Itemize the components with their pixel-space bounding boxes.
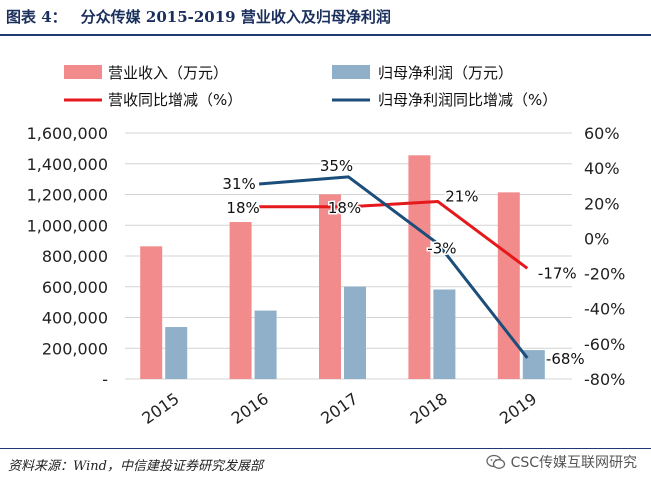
chart: 营业收入（万元） 归母净利润（万元）营收同比增减（%） 归母净利润同比增减（%）-2… [27,64,626,428]
x-tick-label: 2019 [496,389,540,428]
data-label-revenue-yoy: 21% [445,188,478,206]
legend-label-revenue: 营业收入（万元） [108,64,228,82]
data-label-revenue-yoy: 18% [226,199,259,217]
bar-revenue [229,222,252,379]
line-revenue-yoy [259,200,529,270]
bar-revenue [408,155,431,379]
figure-title: 图表 4： 分众传媒 2015-2019 营业收入及归母净利润 [6,6,391,27]
bar-net-profit [165,327,188,379]
source-note: 资料来源：Wind，中信建投证券研究发展部 [8,459,263,474]
data-label-net-profit-yoy: -3% [427,240,456,258]
data-label-net-profit-yoy: 35% [320,157,353,175]
y-left-tick-label: 200,000 [42,339,108,358]
wechat-icon [485,454,505,469]
footer-divider [0,448,651,449]
y-left-tick-label: 800,000 [42,247,108,266]
figure-label: 图表 4： [6,8,67,26]
y-left-tick-label: 1,000,000 [27,216,108,235]
watermark-text: CSC传媒互联网研究 [510,455,637,471]
y-right-tick-label: 0% [584,229,609,248]
x-tick-label: 2015 [138,389,182,428]
data-label-net-profit-yoy: -68% [546,350,585,368]
title-divider [0,34,651,36]
y-left-tick-label: 600,000 [42,278,108,297]
y-left-tick-label: 400,000 [42,309,108,328]
y-left-tick-label: 1,600,000 [27,124,108,143]
legend-swatch-net-profit [332,65,370,79]
y-left-tick-label: 1,200,000 [27,186,108,205]
bar-net-profit [522,350,545,379]
legend-label-revenue-yoy: 营收同比增减（%） [108,91,242,109]
y-right-tick-label: 20% [584,194,620,213]
y-left-tick-label: - [102,370,108,389]
bar-net-profit [254,310,277,379]
x-tick-label: 2016 [228,389,272,428]
legend-label-net-profit: 归母净利润（万元） [378,64,513,82]
y-right-tick-label: -60% [584,335,625,354]
y-right-tick-label: -40% [584,300,625,319]
watermark: CSC传媒互联网研究 [485,452,637,472]
x-tick-label: 2018 [407,389,451,428]
data-label-revenue-yoy: -17% [538,264,577,282]
bar-net-profit [344,286,366,379]
figure-title-text: 分众传媒 2015-2019 营业收入及归母净利润 [80,8,391,26]
y-right-tick-label: 60% [584,124,620,143]
data-label-net-profit-yoy: 31% [222,175,255,193]
legend-swatch-revenue [64,65,102,79]
y-left-tick-label: 1,400,000 [27,155,108,174]
x-tick-label: 2017 [317,389,361,428]
y-right-tick-label: -20% [584,265,625,284]
bar-revenue [497,192,520,379]
bar-net-profit [433,289,456,379]
bar-revenue [319,194,341,379]
legend-label-net-profit-yoy: 归母净利润同比增减（%） [378,91,557,109]
y-right-tick-label: -80% [584,370,625,389]
bar-revenue [140,246,163,379]
y-right-tick-label: 40% [584,159,620,178]
line-net-profit-yoy [258,175,529,359]
data-label-revenue-yoy: 18% [328,199,361,217]
